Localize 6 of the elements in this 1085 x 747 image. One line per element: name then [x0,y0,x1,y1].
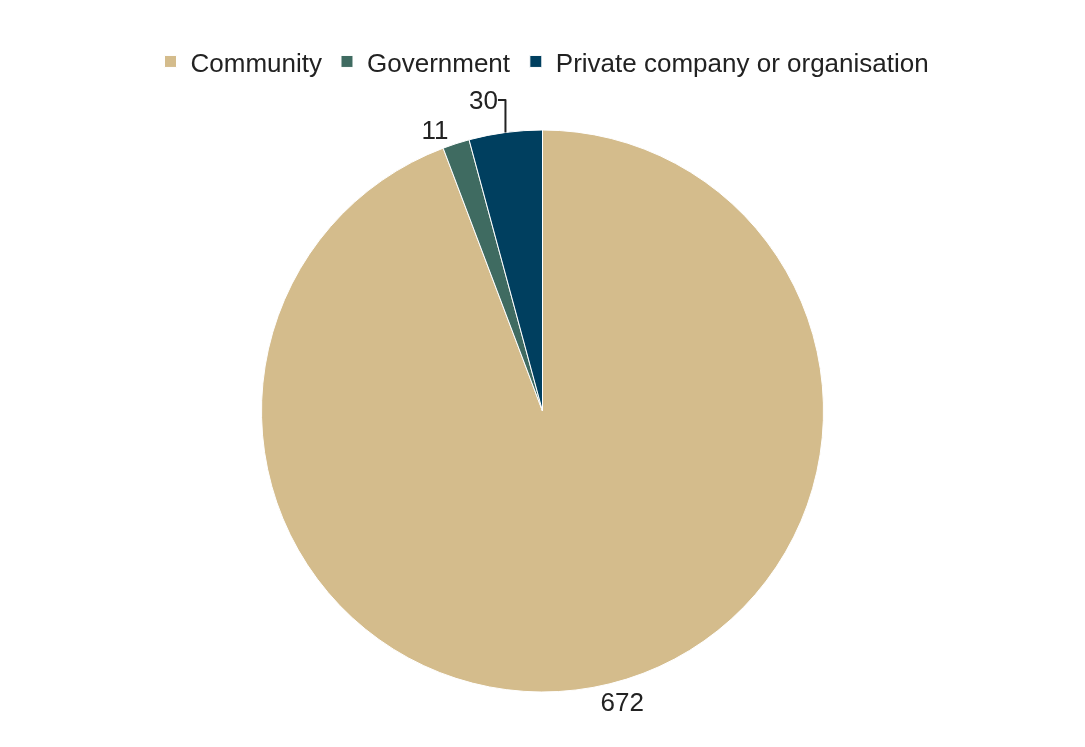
legend-label: Government [366,47,511,78]
data-label: 11 [421,115,449,146]
legend-label: Private company or organisation [555,47,929,78]
data-label: 30 [469,85,498,116]
data-label: 672 [600,686,644,717]
legend-label: Community [190,47,322,78]
